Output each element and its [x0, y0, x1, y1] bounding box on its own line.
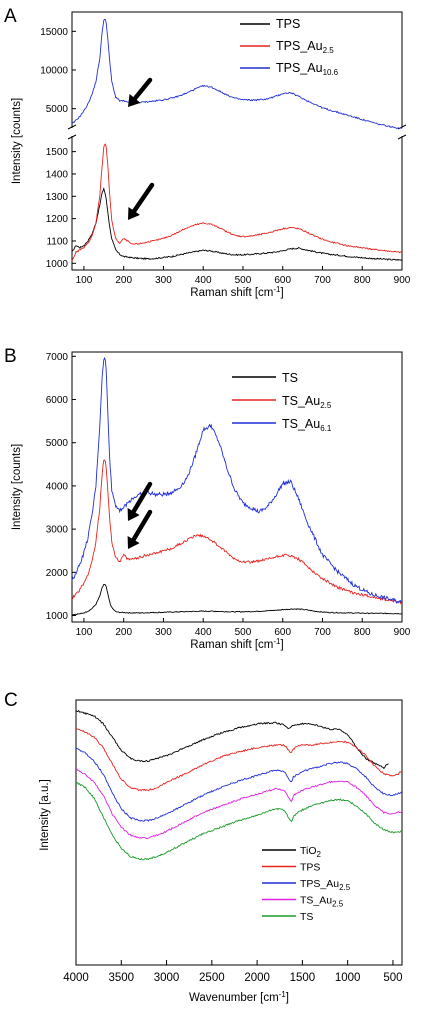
series-line: [71, 187, 403, 261]
legend: TiO2 TPS TPS_Au2.5 TS_Au2.5 TS: [262, 845, 351, 923]
x-tick-label: 800: [354, 275, 371, 286]
y-axis-label: Intensity [a.u.]: [39, 779, 51, 851]
x-tick-label: 3000: [154, 972, 180, 984]
series-line: [71, 583, 403, 616]
x-tick-label: 400: [195, 275, 212, 286]
x-tick-label: 2500: [199, 972, 225, 984]
arrow-shaft: [131, 77, 153, 103]
legend-label: TS_Au2.5: [282, 394, 332, 410]
x-tick-label: 500: [383, 972, 402, 984]
legend-label: TS: [282, 371, 298, 385]
axis-break-mark: [67, 124, 77, 130]
panel-b: B 1000 2000 3000 4000 5000 6000 7000 100 200 300 40…: [4, 346, 411, 651]
x-tick-label: 300: [155, 275, 172, 286]
panel-letter-b: B: [4, 346, 17, 367]
axis-break-mark: [67, 134, 77, 140]
x-tick-label: 500: [235, 275, 252, 286]
y-axis-label: Intensity [counts]: [11, 444, 23, 530]
annotation-arrow: [128, 77, 153, 107]
legend-label: TPS_Au2.5: [276, 39, 334, 55]
x-tick-label: 900: [394, 627, 411, 638]
y-tick-label: 1100: [46, 236, 68, 247]
x-tick-label: 500: [235, 627, 252, 638]
arrow-shaft: [131, 481, 153, 514]
panel-a: A 5000 10000 15000 1000 1100 1200 1300 1400 1500 1…: [4, 6, 411, 299]
x-tick-label: 300: [155, 627, 172, 638]
x-tick-label: 1500: [290, 972, 316, 984]
x-tick-label: 700: [314, 275, 331, 286]
arrow-shaft: [131, 182, 155, 214]
x-tick-label: 100: [76, 627, 93, 638]
y-tick-label: 1000: [46, 259, 69, 270]
arrow-shaft: [131, 509, 153, 542]
x-tick-label: 3500: [108, 972, 134, 984]
series-line: [71, 356, 403, 605]
series-line: [75, 728, 403, 792]
panel-letter-a: A: [4, 6, 17, 27]
plot-frame-upper: [71, 11, 403, 128]
x-tick-label: 100: [76, 275, 93, 286]
legend-label: TPS: [300, 862, 320, 874]
x-axis-label: Wavenumber [cm-1]: [189, 990, 289, 1004]
legend-label: TPS: [276, 17, 300, 31]
y-tick-label: 4000: [46, 481, 69, 492]
x-tick-label: 4000: [63, 972, 89, 984]
y-tick-label: 5000: [46, 104, 69, 115]
x-tick-label: 700: [314, 627, 331, 638]
y-tick-label: 1400: [46, 169, 69, 180]
x-tick-label: 800: [354, 627, 371, 638]
x-tick-label: 400: [195, 627, 212, 638]
arrow-head: [127, 535, 140, 549]
legend: TPS TPS_Au2.5 TPS_Au10.6: [240, 17, 339, 77]
series-line: [75, 768, 403, 839]
y-tick-label: 5000: [46, 438, 69, 449]
series-line: [71, 18, 403, 129]
y-tick-label: 10000: [40, 66, 68, 77]
series-line: [71, 143, 403, 262]
annotation-arrow: [127, 481, 153, 521]
arrow-head: [127, 507, 140, 521]
panel-c: C 4000 3500 3000 2500 2000 1500 1000 500 Wavenumb…: [4, 690, 403, 1004]
x-tick-label: 200: [115, 275, 132, 286]
y-tick-label: 1300: [46, 192, 69, 203]
annotation-arrow: [127, 509, 153, 549]
panel-letter-c: C: [4, 690, 18, 711]
legend-label: TiO2: [300, 845, 322, 859]
plot-frame: [75, 699, 403, 966]
arrow-head: [128, 206, 140, 220]
axis-break-mark: [397, 134, 407, 140]
x-tick-label: 200: [115, 627, 132, 638]
legend-label: TPS_Au2.5: [300, 878, 351, 892]
plot-frame: [71, 351, 403, 623]
series-line: [71, 459, 403, 605]
legend-label: TS: [300, 911, 313, 923]
x-tick-label: 2000: [244, 972, 270, 984]
y-tick-label: 7000: [46, 352, 69, 363]
y-axis-label: Intensity [counts]: [11, 98, 23, 184]
series-line: [75, 747, 403, 822]
y-tick-label: 15000: [40, 27, 68, 38]
arrow-head: [128, 94, 141, 107]
plot-frame-lower: [71, 136, 403, 271]
x-tick-label: 600: [274, 275, 291, 286]
y-tick-label: 1200: [46, 214, 69, 225]
annotation-arrow: [128, 182, 155, 220]
legend-label: TPS_Au10.6: [276, 61, 339, 77]
y-tick-label: 3000: [46, 525, 69, 536]
x-tick-label: 1000: [335, 972, 361, 984]
x-tick-label: 600: [274, 627, 291, 638]
series-line: [75, 781, 403, 861]
y-tick-label: 6000: [46, 395, 69, 406]
y-tick-label: 2000: [46, 568, 69, 579]
x-axis-label: Raman shift [cm-1]: [190, 285, 283, 299]
x-axis-label: Raman shift [cm-1]: [190, 637, 283, 651]
x-tick-label: 900: [394, 275, 411, 286]
y-tick-label: 1500: [46, 147, 69, 158]
y-tick-label: 1000: [46, 611, 69, 622]
series-line: [75, 709, 389, 770]
legend: TS TS_Au2.5 TS_Au6.1: [232, 371, 332, 433]
legend-label: TS_Au2.5: [300, 895, 344, 909]
legend-label: TS_Au6.1: [282, 417, 332, 433]
